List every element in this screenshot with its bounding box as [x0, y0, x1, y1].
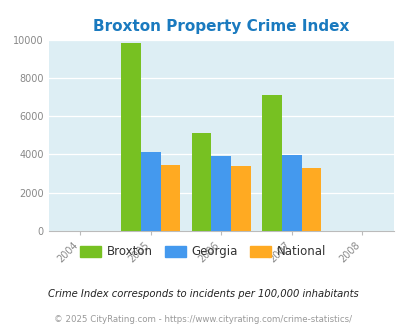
Bar: [281, 155, 301, 231]
Text: © 2025 CityRating.com - https://www.cityrating.com/crime-statistics/: © 2025 CityRating.com - https://www.city…: [54, 315, 351, 324]
Bar: [121, 44, 141, 231]
Bar: [160, 165, 180, 231]
Legend: Broxton, Georgia, National: Broxton, Georgia, National: [75, 241, 330, 263]
Bar: [262, 95, 281, 231]
Bar: [141, 151, 160, 231]
Text: Crime Index corresponds to incidents per 100,000 inhabitants: Crime Index corresponds to incidents per…: [47, 289, 358, 299]
Bar: [191, 133, 211, 231]
Bar: [211, 156, 230, 231]
Bar: [301, 168, 320, 231]
Bar: [230, 166, 250, 231]
Title: Broxton Property Crime Index: Broxton Property Crime Index: [93, 19, 349, 34]
